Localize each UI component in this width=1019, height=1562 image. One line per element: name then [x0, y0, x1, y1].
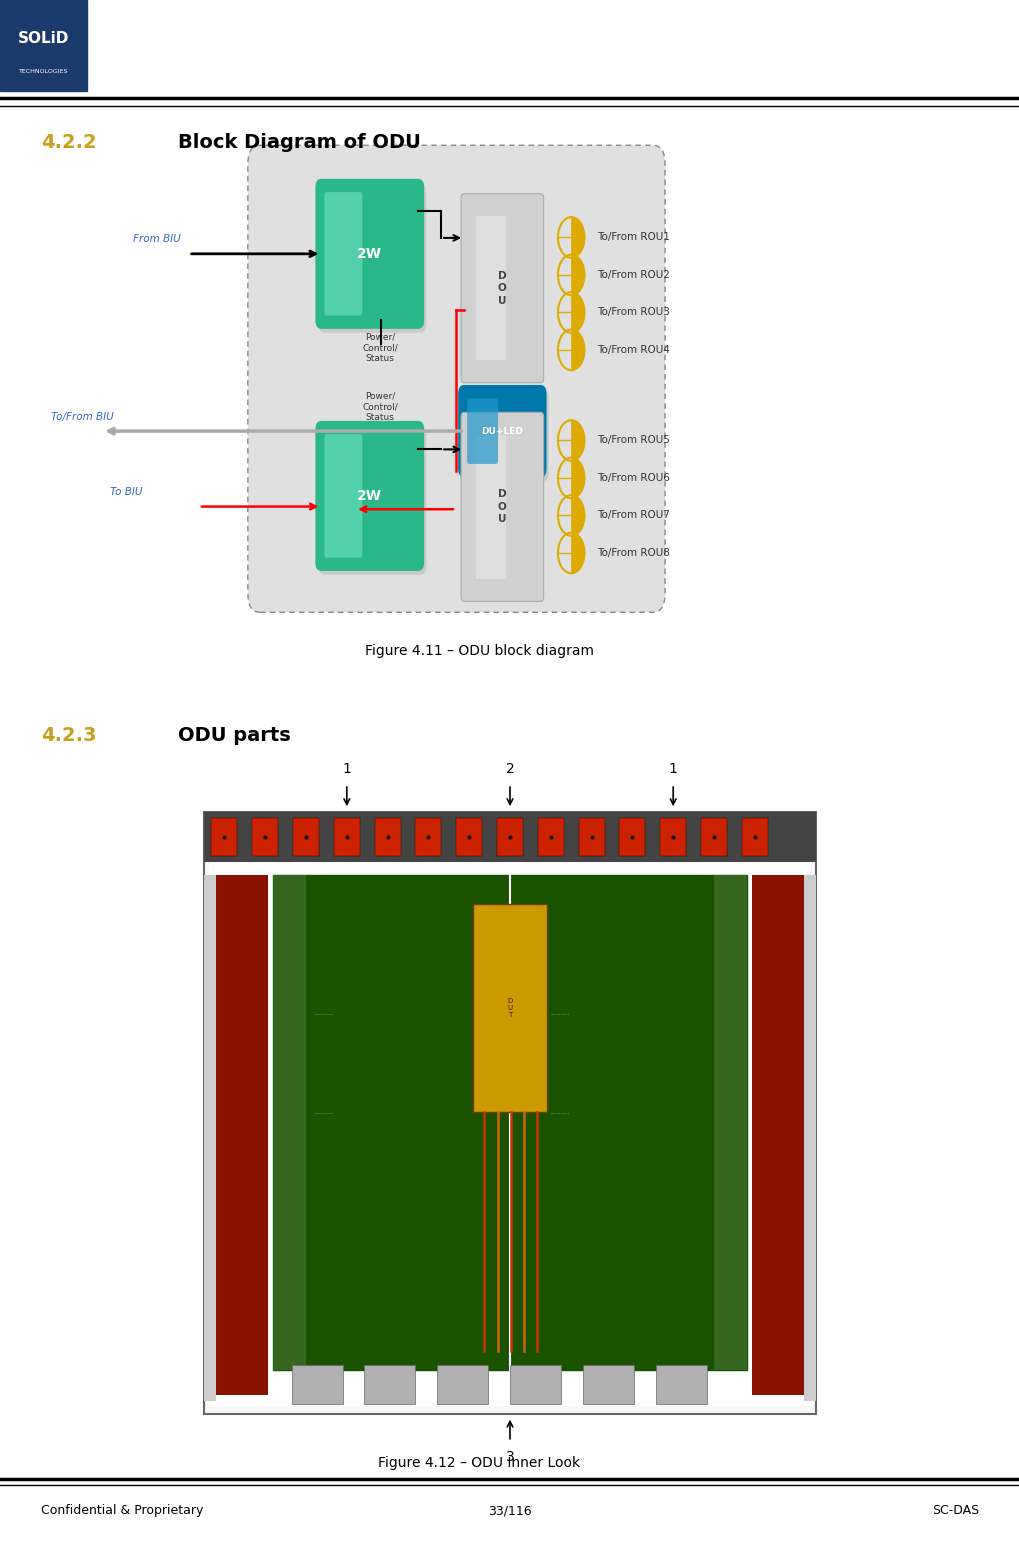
- FancyBboxPatch shape: [467, 398, 497, 464]
- Bar: [333, 818, 360, 856]
- Wedge shape: [571, 458, 584, 498]
- Text: 1: 1: [342, 762, 351, 775]
- Text: Confidential & Proprietary: Confidential & Proprietary: [41, 1504, 203, 1517]
- Text: ...........: ...........: [550, 1111, 570, 1115]
- Bar: [496, 818, 523, 856]
- Bar: [211, 818, 237, 856]
- Bar: [273, 875, 746, 1370]
- Bar: [0, 0, 87, 91]
- Text: D
O
U: D O U: [497, 489, 506, 525]
- Bar: [291, 1365, 342, 1404]
- Text: To/From ROU4: To/From ROU4: [596, 345, 668, 355]
- FancyBboxPatch shape: [324, 434, 362, 558]
- Text: DU+LED: DU+LED: [481, 426, 523, 436]
- Bar: [475, 436, 505, 580]
- Bar: [578, 818, 604, 856]
- Bar: [619, 818, 645, 856]
- Bar: [510, 1365, 560, 1404]
- Bar: [713, 875, 746, 1370]
- Text: 3: 3: [505, 1451, 514, 1464]
- Text: Power/
Control/
Status: Power/ Control/ Status: [362, 333, 397, 362]
- Text: ...........: ...........: [314, 1011, 333, 1015]
- Text: Block Diagram of ODU: Block Diagram of ODU: [178, 133, 421, 152]
- Bar: [455, 818, 482, 856]
- Wedge shape: [571, 292, 584, 333]
- Wedge shape: [571, 330, 584, 370]
- Bar: [803, 875, 815, 1401]
- Bar: [741, 818, 767, 856]
- Bar: [204, 875, 216, 1401]
- Text: To/From ROU3: To/From ROU3: [596, 308, 668, 317]
- Text: 33/116: 33/116: [488, 1504, 531, 1517]
- FancyBboxPatch shape: [316, 180, 423, 328]
- Wedge shape: [571, 217, 584, 258]
- Text: To/From ROU2: To/From ROU2: [596, 270, 668, 280]
- Bar: [204, 812, 815, 862]
- FancyBboxPatch shape: [319, 426, 426, 575]
- Bar: [473, 904, 546, 1112]
- Text: TECHNOLOGIES: TECHNOLOGIES: [18, 69, 68, 73]
- Text: To/From ROU7: To/From ROU7: [596, 511, 668, 520]
- Bar: [273, 875, 306, 1370]
- Bar: [582, 1365, 633, 1404]
- Text: 2: 2: [505, 762, 514, 775]
- Bar: [209, 820, 810, 1406]
- FancyBboxPatch shape: [462, 390, 548, 481]
- Text: From BIU: From BIU: [132, 234, 180, 244]
- FancyBboxPatch shape: [248, 145, 664, 612]
- Text: To BIU: To BIU: [110, 487, 143, 497]
- Text: To/From ROU6: To/From ROU6: [596, 473, 668, 483]
- Bar: [374, 818, 400, 856]
- Bar: [537, 818, 564, 856]
- Bar: [204, 812, 815, 1414]
- Text: D
U
T: D U T: [506, 998, 513, 1018]
- Text: D
O
U: D O U: [497, 270, 506, 306]
- Text: 1: 1: [668, 762, 677, 775]
- Text: To/From ROU8: To/From ROU8: [596, 548, 668, 558]
- Text: 2W: 2W: [357, 489, 382, 503]
- Bar: [252, 818, 278, 856]
- Bar: [659, 818, 686, 856]
- Text: To/From ROU1: To/From ROU1: [596, 233, 668, 242]
- Bar: [655, 1365, 706, 1404]
- Text: SC-DAS: SC-DAS: [931, 1504, 978, 1517]
- Wedge shape: [571, 495, 584, 536]
- Bar: [415, 818, 441, 856]
- Bar: [292, 818, 319, 856]
- Text: Power/
Control/
Status: Power/ Control/ Status: [362, 392, 397, 422]
- Text: ...........: ...........: [314, 1111, 333, 1115]
- FancyBboxPatch shape: [316, 422, 423, 570]
- FancyBboxPatch shape: [461, 412, 543, 601]
- Wedge shape: [571, 533, 584, 573]
- Bar: [700, 818, 727, 856]
- Text: 2W: 2W: [357, 247, 382, 261]
- Text: SOLiD: SOLiD: [17, 31, 69, 45]
- FancyBboxPatch shape: [459, 386, 545, 476]
- Text: To/From BIU: To/From BIU: [51, 412, 114, 422]
- Bar: [751, 875, 807, 1395]
- Bar: [475, 217, 505, 361]
- Text: To/From ROU5: To/From ROU5: [596, 436, 668, 445]
- Text: ...........: ...........: [550, 1011, 570, 1015]
- Wedge shape: [571, 255, 584, 295]
- Text: 4.2.3: 4.2.3: [41, 726, 96, 745]
- FancyBboxPatch shape: [319, 184, 426, 333]
- Text: ODU parts: ODU parts: [178, 726, 291, 745]
- Wedge shape: [571, 420, 584, 461]
- FancyBboxPatch shape: [461, 194, 543, 383]
- Text: Figure 4.11 – ODU block diagram: Figure 4.11 – ODU block diagram: [365, 644, 593, 658]
- FancyBboxPatch shape: [324, 192, 362, 316]
- Bar: [212, 875, 268, 1395]
- Bar: [364, 1365, 415, 1404]
- Bar: [437, 1365, 488, 1404]
- Text: Figure 4.12 – ODU Inner Look: Figure 4.12 – ODU Inner Look: [378, 1456, 580, 1470]
- Text: 4.2.2: 4.2.2: [41, 133, 97, 152]
